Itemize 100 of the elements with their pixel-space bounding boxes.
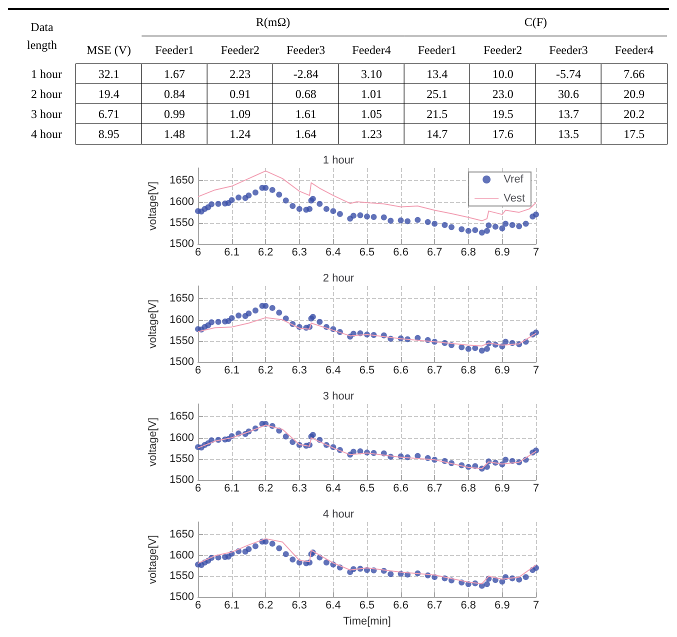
x-tick-label: 6.8: [460, 246, 476, 258]
y-axis-title: voltage[V]: [147, 535, 160, 584]
x-tick-label: 6.6: [393, 482, 408, 494]
x-tick-label: 6.6: [393, 246, 408, 258]
data-label: 30.6: [558, 87, 579, 101]
data-label: 8.95: [98, 127, 120, 141]
data-label: 6.71: [98, 107, 120, 121]
x-tick-label: Feeder3: [286, 43, 326, 57]
data-label: 1.61: [295, 107, 316, 121]
data-label: 13.4: [426, 67, 448, 81]
x-tick-label: 6.5: [359, 600, 375, 612]
y-tick-label: 1650: [170, 174, 194, 187]
data-label: -5.74: [556, 67, 581, 81]
x-tick-label: 6.9: [494, 482, 510, 494]
y-tick-label: 1650: [170, 292, 194, 305]
y-axis-title: Data length: [27, 20, 57, 52]
data-label: 23.0: [492, 87, 514, 101]
x-tick-label: 6.2: [258, 600, 274, 612]
chart-title: 3 hour: [322, 390, 354, 402]
x-tick-label: 6.6: [393, 600, 408, 612]
x-tick-label: 6.7: [426, 246, 442, 258]
x-tick-label: 6.2: [258, 246, 274, 258]
x-tick-label: Feeder1: [155, 43, 194, 57]
x-tick-label: Feeder1: [418, 43, 456, 57]
y-tick-label: 1550: [170, 570, 194, 582]
x-axis-title: Time[min]: [343, 616, 391, 628]
x-tick-label: 6.7: [426, 600, 442, 612]
data-label: 1.09: [230, 107, 251, 121]
x-tick-label: 6.8: [460, 364, 476, 376]
y-tick-label: 1600: [170, 196, 194, 208]
y-tick-label: 1650: [170, 528, 194, 541]
data-label: 17.5: [624, 127, 645, 141]
y-tick-label: 1600: [170, 432, 194, 444]
data-label: 0.84: [164, 87, 185, 101]
data-label: 19.4: [98, 87, 120, 101]
x-tick-label: 6.5: [359, 482, 375, 494]
y-axis-title: voltage[V]: [147, 182, 160, 230]
y-tick-label: 1500: [170, 591, 194, 604]
y-tick-label: 1650: [170, 410, 194, 423]
x-tick-label: Feeder2: [484, 43, 522, 57]
data-label: 13.5: [558, 127, 579, 141]
x-tick-label: Feeder4: [614, 43, 654, 57]
x-tick-label: 6.4: [326, 364, 341, 376]
data-label: 32.1: [98, 67, 120, 81]
y-tick-label: 1 hour: [31, 67, 62, 81]
data-label: 14.7: [426, 127, 448, 141]
y-tick-label: 1500: [170, 356, 194, 368]
legend-label: Vref: [504, 174, 524, 186]
legend-label: Vest: [504, 192, 525, 204]
x-tick-label: 6.6: [393, 364, 408, 376]
y-tick-label: 1550: [170, 334, 194, 347]
data-label: 19.5: [492, 107, 514, 121]
data-label: 25.1: [426, 87, 448, 101]
data-label: 20.2: [624, 107, 645, 121]
x-tick-label: 6.7: [426, 364, 442, 376]
data-label: 7.66: [624, 67, 645, 81]
chart-title: 1 hour: [322, 154, 354, 166]
chart-title: 4 hour: [322, 508, 354, 520]
text: R(mΩ): [256, 15, 290, 29]
x-tick-label: 6.2: [258, 482, 274, 494]
x-tick-label: 7: [532, 246, 540, 258]
data-label: 17.6: [492, 127, 514, 141]
x-tick-label: 7: [532, 482, 540, 494]
x-tick-label: 6: [194, 600, 202, 612]
x-tick-label: 6: [194, 364, 202, 376]
y-tick-label: 1600: [170, 314, 194, 326]
y-axis-title: voltage[V]: [147, 300, 160, 348]
data-label: 0.68: [295, 87, 316, 101]
x-tick-label: 6.1: [224, 364, 240, 376]
x-tick-label: 6.2: [258, 364, 274, 376]
data-label: 2.23: [230, 67, 251, 81]
x-tick-label: 6.3: [292, 600, 308, 612]
data-label: 1.48: [164, 127, 185, 141]
x-tick-label: 6.9: [494, 364, 510, 376]
x-tick-label: 6.8: [460, 600, 476, 612]
x-tick-label: 6.8: [460, 482, 476, 494]
x-tick-label: 6.4: [326, 246, 341, 258]
data-label: -2.84: [293, 67, 318, 81]
y-tick-label: 1500: [170, 238, 194, 250]
data-label: 1.01: [361, 87, 382, 101]
y-tick-label: 1500: [170, 474, 194, 486]
data-label: 0.99: [164, 107, 185, 121]
y-tick-label: 1550: [170, 452, 194, 465]
x-tick-label: 6.1: [224, 246, 240, 258]
data-label: 10.0: [492, 67, 514, 81]
x-tick-label: 6.3: [292, 246, 308, 258]
y-tick-label: 1600: [170, 549, 194, 562]
x-tick-label: 6.9: [494, 246, 510, 258]
x-tick-label: MSE (V): [86, 43, 132, 57]
text: C(F): [524, 15, 548, 29]
data-label: 1.64: [295, 127, 316, 141]
x-tick-label: Feeder4: [352, 43, 391, 57]
x-tick-label: 6.5: [359, 364, 375, 376]
data-label: 1.67: [164, 67, 185, 81]
y-tick-label: 1550: [170, 216, 194, 229]
data-label: 1.05: [361, 107, 382, 121]
x-tick-label: 6.3: [292, 482, 308, 494]
x-tick-label: Feeder3: [549, 43, 588, 57]
x-tick-label: 6: [194, 246, 202, 258]
x-tick-label: 6.5: [359, 246, 375, 258]
